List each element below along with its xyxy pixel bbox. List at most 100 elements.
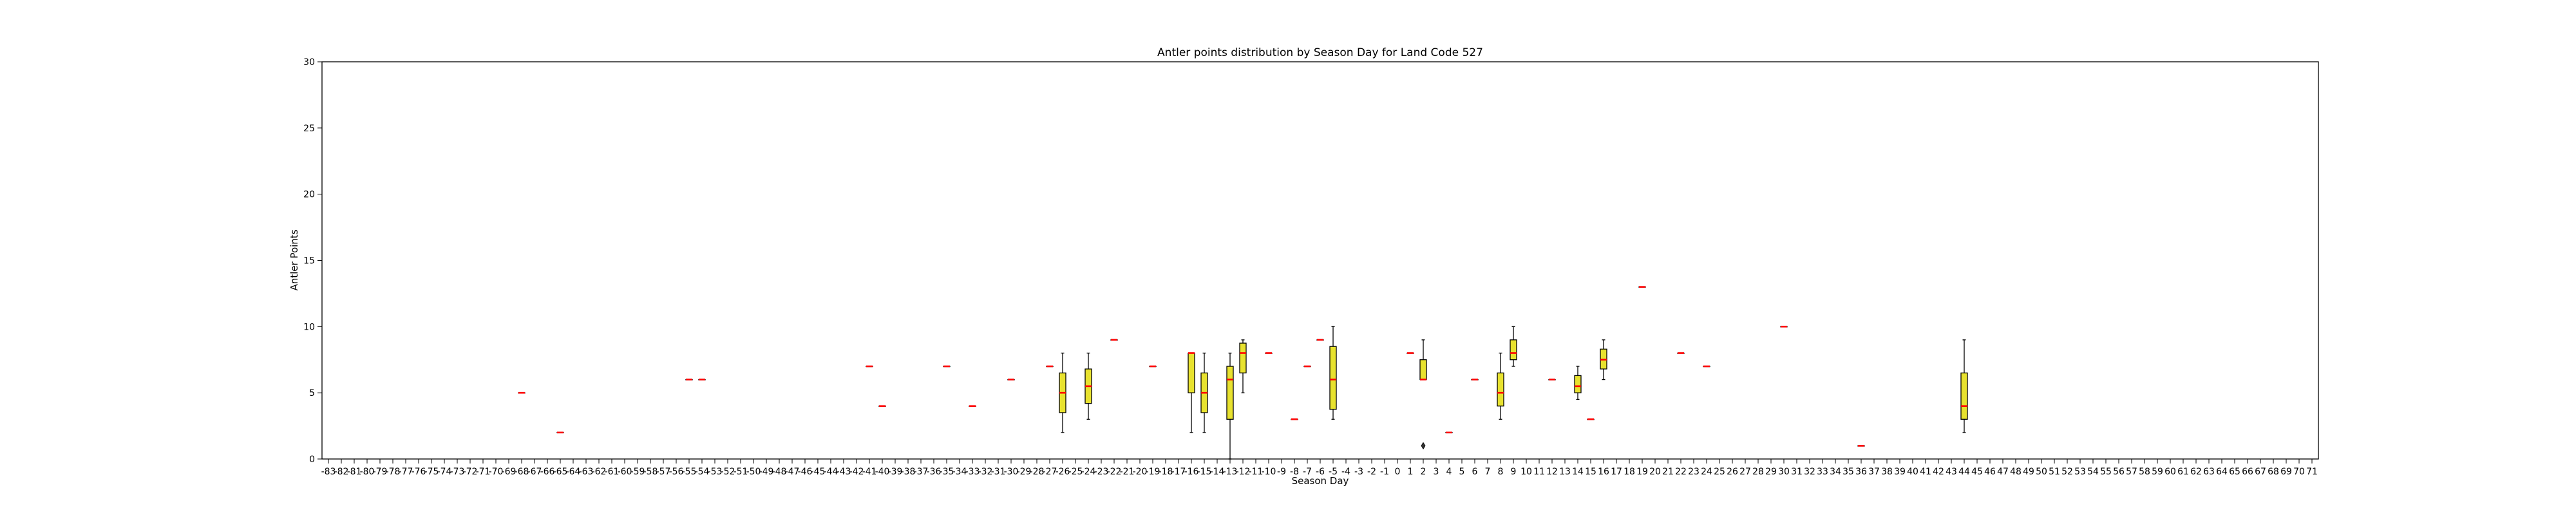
- x-tick-label: 18: [1624, 467, 1635, 477]
- x-tick-label: 44: [1958, 467, 1970, 477]
- x-tick-label: 65: [2229, 467, 2240, 477]
- box-body: [1239, 342, 1247, 373]
- x-tick-label: 64: [2216, 467, 2228, 477]
- x-tick-label: 23: [1688, 467, 1700, 477]
- x-tick-label: -79: [373, 467, 388, 477]
- x-tick-label: 62: [2190, 467, 2202, 477]
- box-item: [866, 365, 873, 368]
- x-tick-label: 57: [2126, 467, 2137, 477]
- x-tick-label: 28: [1752, 467, 1764, 477]
- x-tick-label: -22: [1107, 467, 1122, 477]
- x-tick-label: -78: [386, 467, 401, 477]
- x-tick-label: 36: [1855, 467, 1867, 477]
- x-tick-label: -45: [811, 467, 826, 477]
- flier-point: [1421, 442, 1426, 450]
- x-tick-label: 3: [1434, 467, 1439, 477]
- x-tick-label: -82: [334, 467, 349, 477]
- box-item: [1638, 286, 1646, 288]
- x-tick-label: -53: [708, 467, 723, 477]
- x-tick-label: 59: [2152, 467, 2163, 477]
- box-body: [1419, 359, 1427, 380]
- x-tick-label: 26: [1727, 467, 1738, 477]
- x-tick-label: 66: [2242, 467, 2253, 477]
- x-tick-label: -68: [515, 467, 529, 477]
- y-tick-label: 15: [303, 256, 315, 267]
- x-tick-label: 46: [1984, 467, 1996, 477]
- x-axis-label: Season Day: [1292, 475, 1349, 487]
- box-item: [1857, 445, 1865, 447]
- x-tick-label: -21: [1120, 467, 1135, 477]
- x-tick-label: 71: [2306, 467, 2318, 477]
- x-tick-label: -18: [1159, 467, 1173, 477]
- x-tick-label: 33: [1817, 467, 1828, 477]
- x-tick-label: 14: [1572, 467, 1584, 477]
- x-tick-label: 60: [2164, 467, 2176, 477]
- x-tick-label: 2: [1421, 467, 1426, 477]
- x-tick-label: -48: [772, 467, 787, 477]
- x-tick-label: -47: [785, 467, 800, 477]
- x-tick-label: -66: [540, 467, 555, 477]
- x-tick-label: -59: [630, 467, 645, 477]
- box-item: [1110, 339, 1118, 341]
- x-tick-label: 9: [1511, 467, 1517, 477]
- x-tick-label: -14: [1210, 467, 1225, 477]
- box-item: [1600, 339, 1607, 380]
- x-tick-label: -36: [927, 467, 942, 477]
- x-tick-label: -38: [901, 467, 916, 477]
- x-tick-label: -33: [965, 467, 980, 477]
- x-tick-label: -52: [721, 467, 735, 477]
- x-tick-label: -75: [424, 467, 439, 477]
- x-tick-label: 16: [1598, 467, 1609, 477]
- x-tick-label: 47: [1997, 467, 2009, 477]
- x-tick-label: -25: [1068, 467, 1083, 477]
- x-tick-label: 69: [2280, 467, 2292, 477]
- x-tick-label: 25: [1714, 467, 1725, 477]
- x-tick-label: 8: [1498, 467, 1504, 477]
- x-tick-label: -43: [837, 467, 851, 477]
- x-tick-label: 15: [1585, 467, 1596, 477]
- x-tick-label: -35: [940, 467, 954, 477]
- x-tick-label: 51: [2049, 467, 2060, 477]
- x-tick-label: -16: [1184, 467, 1199, 477]
- x-tick-label: -50: [746, 467, 761, 477]
- box-item: [943, 365, 951, 368]
- x-tick-label: 11: [1533, 467, 1545, 477]
- box-body: [1574, 375, 1582, 393]
- x-tick-label: 54: [2087, 467, 2099, 477]
- x-tick-label: -64: [566, 467, 581, 477]
- box-body: [1226, 366, 1234, 420]
- box-item: [1574, 366, 1582, 400]
- x-tick-label: 38: [1881, 467, 1893, 477]
- x-tick-label: 13: [1559, 467, 1571, 477]
- x-tick-label: -57: [656, 467, 671, 477]
- x-tick-label: -17: [1171, 467, 1186, 477]
- x-tick-label: -24: [1081, 467, 1096, 477]
- x-tick-label: -10: [1262, 467, 1276, 477]
- x-tick-label: 22: [1675, 467, 1687, 477]
- x-tick-label: -71: [476, 467, 491, 477]
- x-tick-label: 37: [1868, 467, 1880, 477]
- y-tick-label: 25: [303, 124, 315, 134]
- x-tick-label: -42: [849, 467, 864, 477]
- x-tick-label: -65: [553, 467, 568, 477]
- box-item: [1960, 339, 1968, 433]
- x-tick-label: 12: [1546, 467, 1558, 477]
- x-tick-label: 34: [1830, 467, 1841, 477]
- chart-title: Antler points distribution by Season Day…: [1157, 46, 1483, 59]
- y-tick-label: 20: [303, 190, 315, 200]
- x-tick-label: -61: [605, 467, 620, 477]
- box-series: [518, 286, 1968, 460]
- box-body: [1188, 352, 1195, 393]
- x-tick-label: -29: [1017, 467, 1032, 477]
- x-tick-label: 31: [1791, 467, 1803, 477]
- x-tick-label: 0: [1395, 467, 1401, 477]
- x-tick-label: -11: [1249, 467, 1264, 477]
- x-tick-label: -32: [978, 467, 993, 477]
- x-tick-label: -51: [734, 467, 748, 477]
- x-tick-label: -69: [502, 467, 516, 477]
- y-axis-label: Antler Points: [289, 229, 300, 290]
- box-item: [1587, 418, 1595, 420]
- x-tick-label: -67: [527, 467, 542, 477]
- x-tick-label: 58: [2139, 467, 2150, 477]
- box-item: [1419, 339, 1427, 450]
